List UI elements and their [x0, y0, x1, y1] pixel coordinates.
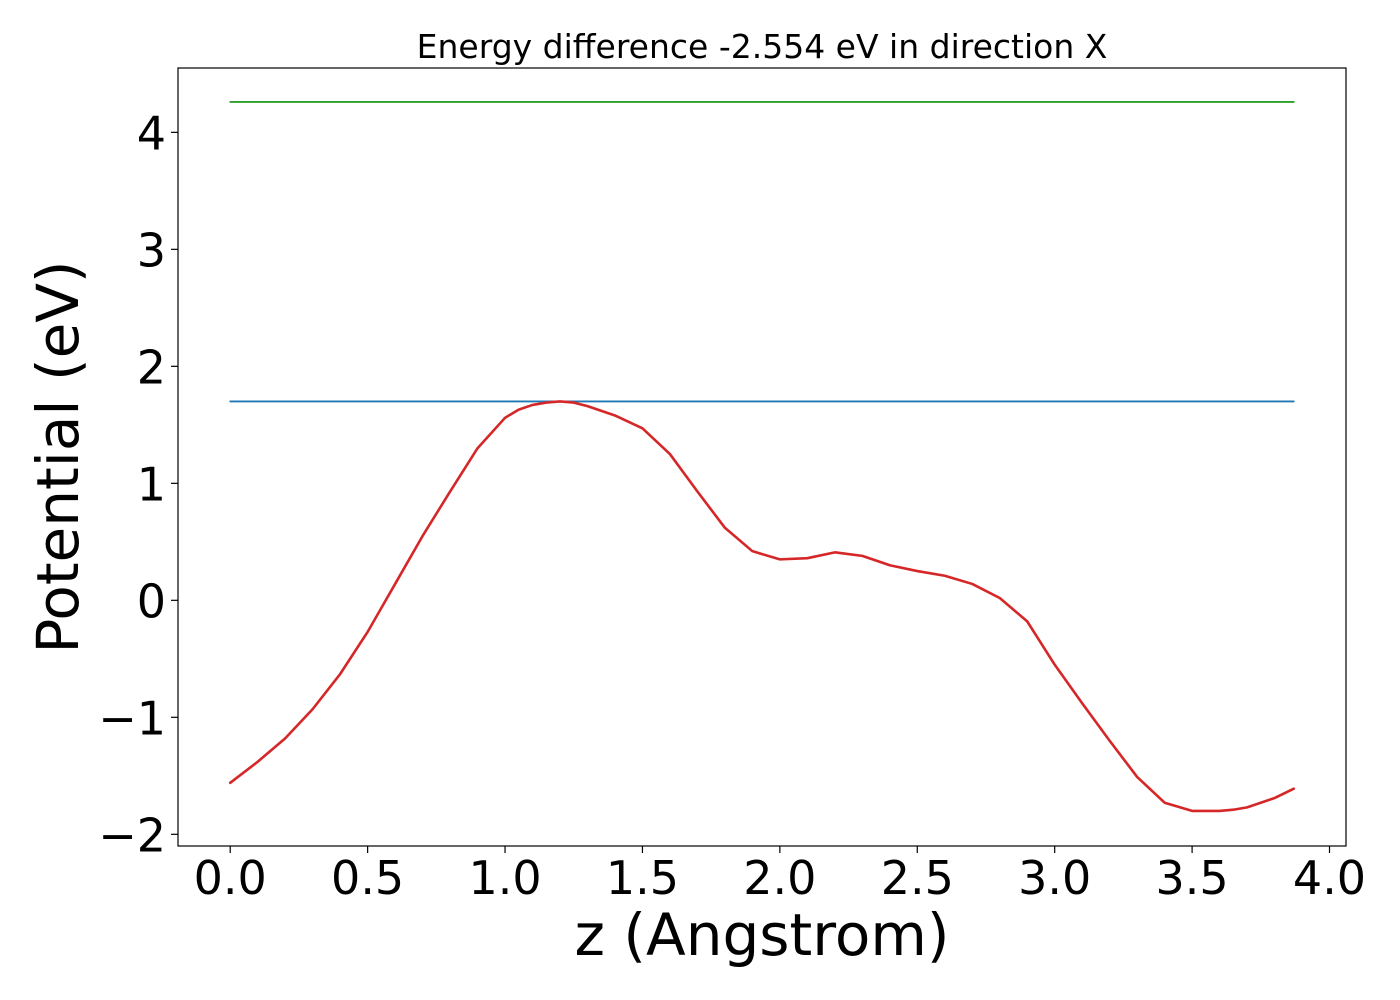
x-tick-label: 0.0 [194, 851, 267, 905]
y-tick-label: 1 [137, 457, 166, 511]
y-tick-label: −2 [98, 808, 166, 862]
y-axis-ticks: −2 −1 0 1 2 3 4 [98, 106, 178, 862]
y-tick-label: 3 [137, 223, 166, 277]
y-axis-label: Potential (eV) [24, 260, 92, 653]
y-tick-label: 4 [137, 106, 166, 160]
x-tick-label: 2.0 [743, 851, 816, 905]
y-tick-label: 0 [137, 574, 166, 628]
x-tick-label: 2.5 [881, 851, 954, 905]
plot-area-frame [177, 67, 1347, 847]
potential-line [228, 400, 1296, 813]
chart-title: Energy difference -2.554 eV in direction… [417, 27, 1108, 66]
y-tick-label: 2 [137, 340, 166, 394]
x-axis-label: z (Angstrom) [575, 901, 950, 969]
series-layer [228, 101, 1296, 813]
x-tick-label: 1.0 [468, 851, 541, 905]
x-axis-ticks: 0.0 0.5 1.0 1.5 2.0 2.5 3.0 3.5 4.0 [194, 846, 1366, 905]
x-tick-label: 0.5 [331, 851, 404, 905]
x-tick-label: 3.0 [1018, 851, 1091, 905]
x-tick-label: 1.5 [606, 851, 679, 905]
x-tick-label: 4.0 [1293, 851, 1366, 905]
x-tick-label: 3.5 [1156, 851, 1229, 905]
y-tick-label: −1 [98, 691, 166, 745]
